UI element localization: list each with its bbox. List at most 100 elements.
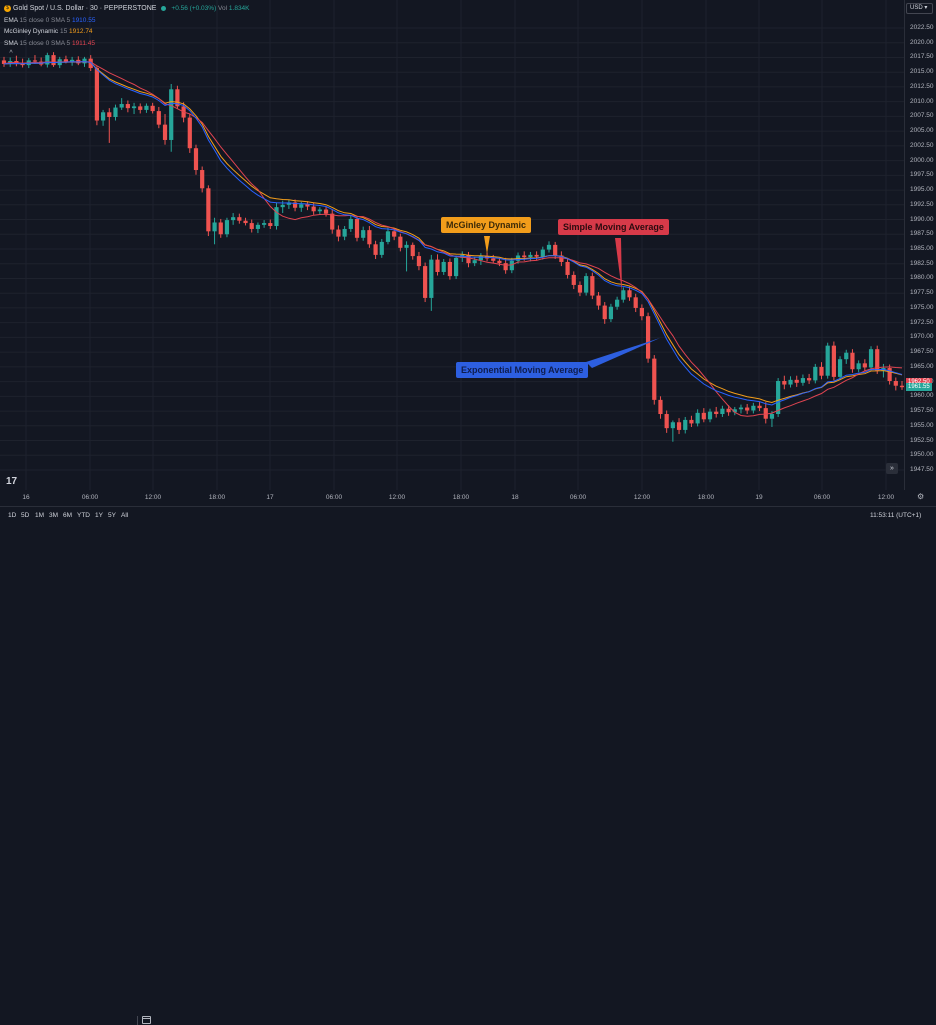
candle-body [249, 223, 254, 229]
range-button-5y[interactable]: 5Y [108, 512, 116, 519]
gear-icon[interactable]: ⚙ [917, 492, 925, 501]
candle-body [429, 259, 434, 298]
indicator-name: McGinley Dynamic [4, 28, 59, 35]
range-button-ytd[interactable]: YTD [77, 512, 90, 519]
price-tick-label: 1970.00 [910, 333, 934, 341]
candle-body [745, 407, 750, 411]
candle-body [788, 379, 793, 385]
candle-body [522, 255, 527, 258]
indicator-row-sma[interactable]: SMA 15 close 0 SMA 5 1911.45 [4, 38, 250, 50]
candle-body [88, 58, 93, 69]
price-tick-label: 2002.50 [910, 141, 934, 149]
price-tick-label: 2012.50 [910, 82, 934, 90]
price-tick-label: 2000.00 [910, 156, 934, 164]
price-tick-label: 2007.50 [910, 112, 934, 120]
candle-body [553, 244, 558, 256]
price-tick-label: 1982.50 [910, 259, 934, 267]
candle-body [676, 422, 682, 430]
range-button-all[interactable]: All [121, 512, 129, 519]
ema-callout-pointer [586, 338, 660, 368]
candle-body [367, 230, 372, 245]
candle-body [336, 229, 341, 237]
candle-body [317, 209, 322, 212]
indicator-value: 1912.74 [69, 28, 93, 35]
candle-body [503, 263, 508, 271]
sma-line [3, 61, 903, 417]
candle-body [763, 408, 768, 419]
candle-body [602, 305, 607, 320]
range-button-1d[interactable]: 1D [8, 512, 17, 519]
candle-body [875, 349, 880, 371]
candle-body [243, 220, 248, 224]
time-tick-label: 18:00 [208, 494, 226, 501]
range-button-5d[interactable]: 5D [21, 512, 30, 519]
range-button-1y[interactable]: 1Y [95, 512, 103, 519]
price-tick-label: 1980.00 [910, 274, 934, 282]
candle-body [782, 381, 787, 385]
time-tick-label: 12:00 [633, 494, 651, 501]
indicator-row-ema[interactable]: EMA 15 close 0 SMA 5 1910.55 [4, 15, 250, 27]
candle-body [187, 117, 192, 149]
candle-body [608, 306, 614, 320]
candle-body [45, 55, 50, 65]
candle-body [292, 202, 298, 208]
chart-legend: $ Gold Spot / U.S. Dollar · 30 · PEPPERST… [4, 3, 250, 49]
price-tick-label: 1952.50 [910, 436, 934, 444]
calendar-icon[interactable] [142, 1016, 151, 1024]
candle-body [218, 222, 223, 235]
indicator-row-mcginley[interactable]: McGinley Dynamic 15 1912.74 [4, 26, 250, 38]
price-tick-label: 1975.00 [910, 303, 934, 311]
symbol-row[interactable]: $ Gold Spot / U.S. Dollar · 30 · PEPPERST… [4, 3, 250, 15]
candle-body [831, 345, 836, 377]
candle-body [410, 244, 415, 257]
time-tick-label: 06:00 [81, 494, 99, 501]
symbol-title: Gold Spot / U.S. Dollar · 30 · PEPPERSTO… [13, 5, 157, 12]
candle-body [354, 218, 360, 238]
candle-body [100, 112, 106, 121]
candle-body [596, 295, 601, 306]
currency-button[interactable]: USD ▾ [906, 3, 933, 14]
price-tick-label: 1997.50 [910, 171, 934, 179]
candle-body [466, 254, 471, 264]
candle-body [51, 55, 56, 66]
candle-body [534, 254, 539, 257]
candle-body [862, 363, 867, 368]
range-button-1m[interactable]: 1M [35, 512, 45, 519]
candle-body [299, 204, 304, 208]
range-button-3m[interactable]: 3M [49, 512, 59, 519]
candle-body [800, 378, 806, 383]
candle-body [813, 366, 818, 381]
scroll-to-realtime-button[interactable]: » [886, 463, 898, 474]
candle-body [144, 105, 149, 110]
range-button-6m[interactable]: 6M [63, 512, 73, 519]
candle-body [150, 105, 155, 112]
gold-symbol-icon: $ [4, 4, 11, 12]
candle-body [447, 261, 453, 277]
moving-average-lines [3, 61, 903, 417]
price-chart[interactable] [0, 0, 904, 490]
candle-body [280, 204, 285, 208]
price-tick-label: 1995.00 [910, 186, 934, 194]
tradingview-logo-icon: 17 [6, 476, 18, 487]
clock-timezone[interactable]: 11:53:11 (UTC+1) [870, 512, 922, 519]
candle-body [559, 255, 564, 262]
candle-body [695, 412, 700, 424]
chart-pane[interactable]: $ Gold Spot / U.S. Dollar · 30 · PEPPERST… [0, 0, 904, 490]
price-axis[interactable]: 2022.50 2020.00 2017.50 2015.00 2012.50 2010.… [904, 0, 936, 490]
time-axis[interactable]: 16 06:00 12:00 18:00 17 06:00 12:00 18:00 18 06:0… [0, 490, 904, 506]
time-tick-label: 16 [22, 494, 30, 501]
candle-body [206, 188, 211, 232]
candle-body [769, 414, 775, 419]
time-tick-label: 06:00 [569, 494, 587, 501]
candle-body [193, 148, 199, 171]
candle-body [255, 224, 261, 229]
market-open-icon [161, 5, 167, 11]
candle-body [385, 231, 391, 242]
candle-body [262, 223, 267, 225]
candle-body [379, 241, 384, 255]
legend-collapse-button[interactable]: ^ [9, 50, 13, 57]
candle-body [286, 202, 291, 205]
price-tick-label: 2005.00 [910, 127, 934, 135]
candle-body [856, 363, 861, 370]
